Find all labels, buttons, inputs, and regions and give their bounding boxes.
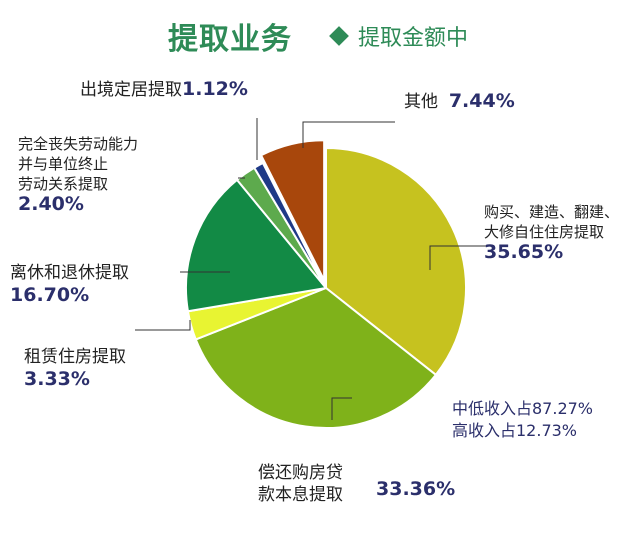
label-other: 其他 7.44% <box>404 90 515 112</box>
leader-rent <box>135 320 191 331</box>
subtitle: 提取金额中 <box>329 20 469 52</box>
leader-purchase <box>429 245 488 270</box>
label-retire: 离休和退休提取 16.70% <box>10 263 129 306</box>
label-abroad: 出境定居提取1.12% <box>80 78 248 100</box>
label-rent: 租赁住房提取 3.33% <box>24 347 126 390</box>
pct-rent: 3.33% <box>24 368 90 390</box>
slice-purchase <box>325 146 467 377</box>
subtitle-text: 提取金额中 <box>358 26 469 51</box>
pct-abroad: 1.12% <box>182 78 248 100</box>
pct-purchase: 35.65% <box>484 241 564 263</box>
slice-other <box>259 139 326 281</box>
label-disable: 完全丧失劳动能力 并与单位终止 劳动关系提取 2.40% <box>18 135 139 215</box>
page-title: 提取业务 <box>168 22 292 57</box>
pct-repay: 33.36% <box>376 478 456 500</box>
income-note: 中低收入占87.27% 高收入占12.73% <box>452 399 594 440</box>
slice-retire <box>185 178 328 313</box>
pct-retire: 16.70% <box>10 284 90 306</box>
leader-repay <box>331 397 352 420</box>
pct-other: 7.44% <box>448 90 515 112</box>
label-repay: 偿还购房贷 款本息提取 <box>258 463 343 505</box>
label-purchase: 购买、建造、翻建、 大修自住住房提取 35.65% <box>484 203 620 263</box>
pct-disable: 2.40% <box>18 193 84 215</box>
slice-abroad <box>252 161 327 289</box>
slice-repay <box>194 286 438 429</box>
leader-other <box>302 121 395 148</box>
